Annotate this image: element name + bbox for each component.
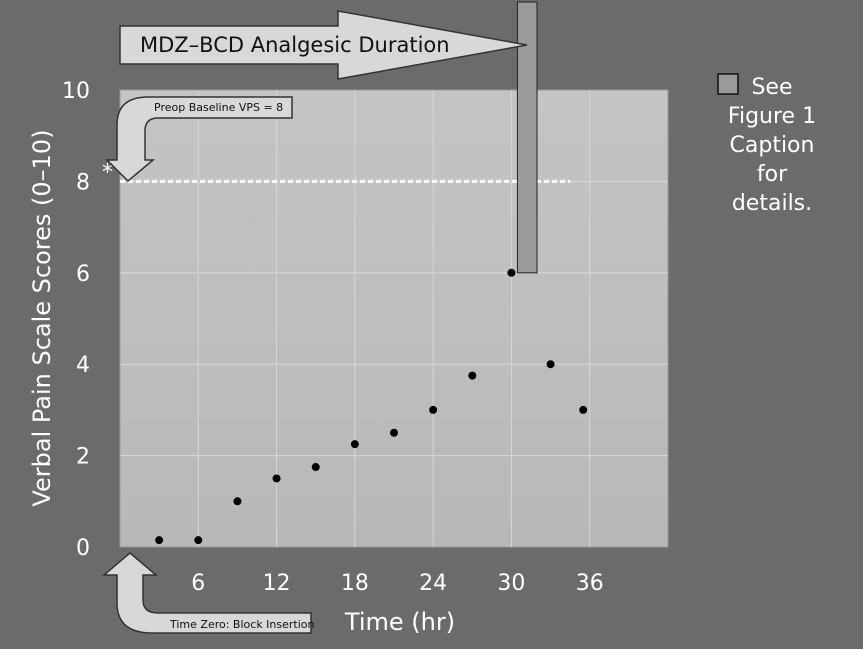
x-tick-label-3: 24 bbox=[419, 571, 447, 596]
duration-bar bbox=[516, 1, 538, 274]
data-point-3 bbox=[272, 474, 281, 483]
data-point-1 bbox=[194, 536, 203, 545]
legend-line-4: for bbox=[757, 162, 788, 187]
data-point-9 bbox=[507, 268, 516, 277]
y-tick-label-2: 4 bbox=[76, 353, 90, 378]
data-point-5 bbox=[350, 440, 359, 449]
y-axis-title: Verbal Pain Scale Scores (0–10) bbox=[28, 129, 56, 506]
y-tick-label-0: 0 bbox=[76, 536, 90, 561]
duration-arrow bbox=[119, 10, 528, 80]
legend-line-1: See bbox=[751, 75, 792, 100]
x-tick-label-1: 12 bbox=[263, 571, 291, 596]
y-axis-ticks: 0 2 4 6 8 10 bbox=[62, 79, 90, 561]
data-point-10 bbox=[546, 360, 555, 369]
legend-line-5: details. bbox=[732, 191, 812, 216]
data-points bbox=[155, 268, 588, 545]
data-point-11 bbox=[579, 405, 588, 414]
x-axis-ticks: 6 12 18 24 30 36 bbox=[191, 571, 603, 596]
x-tick-label-0: 6 bbox=[191, 571, 205, 596]
time-zero-callout-label: Time Zero: Block Insertion bbox=[169, 618, 315, 631]
y-tick-label-1: 2 bbox=[76, 445, 90, 470]
data-point-4 bbox=[311, 463, 320, 472]
x-tick-label-5: 36 bbox=[576, 571, 604, 596]
time-zero-callout-arrow bbox=[101, 552, 312, 634]
baseline-callout-label: Preop Baseline VPS = 8 bbox=[154, 101, 283, 114]
legend-swatch bbox=[717, 73, 739, 95]
data-point-6 bbox=[390, 428, 398, 437]
data-point-0 bbox=[155, 536, 164, 545]
baseline-marker: * bbox=[102, 160, 113, 185]
x-axis-title: Time (hr) bbox=[344, 608, 455, 636]
gridlines bbox=[120, 90, 668, 547]
x-tick-label-4: 30 bbox=[497, 571, 525, 596]
duration-arrow-label: MDZ–BCD Analgesic Duration bbox=[140, 33, 450, 57]
y-tick-label-5: 10 bbox=[62, 79, 90, 104]
legend-line-3: Caption bbox=[730, 133, 815, 158]
y-tick-label-3: 6 bbox=[76, 262, 90, 287]
baseline-callout-arrow bbox=[105, 96, 293, 183]
y-tick-label-4: 8 bbox=[76, 170, 90, 195]
data-point-8 bbox=[468, 371, 477, 380]
plot-area bbox=[119, 89, 669, 548]
x-tick-label-2: 18 bbox=[341, 571, 369, 596]
legend-line-2: Figure 1 bbox=[728, 104, 816, 129]
data-point-7 bbox=[429, 405, 438, 414]
data-point-2 bbox=[233, 497, 242, 506]
